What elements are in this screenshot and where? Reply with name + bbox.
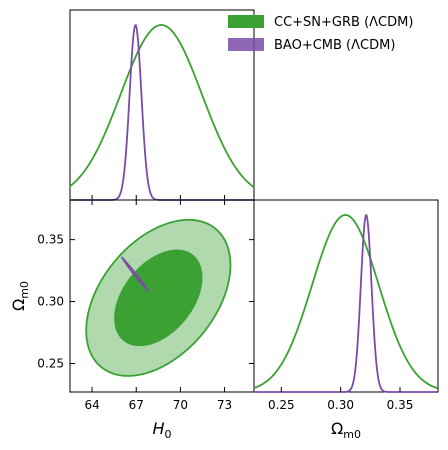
- om-y-tick-labels: 0.25 0.30 0.35: [37, 233, 64, 371]
- om-x-tick-label: 0.35: [387, 398, 414, 412]
- legend-swatch-bao-cmb: [228, 38, 264, 51]
- h0-tick-label: 73: [217, 398, 232, 412]
- om-y-tick-label: 0.30: [37, 295, 64, 309]
- h0-tick-label: 70: [173, 398, 188, 412]
- contour-bao-cmb: [120, 256, 150, 293]
- legend: CC+SN+GRB (ΛCDM) BAO+CMB (ΛCDM): [228, 15, 413, 53]
- panel-om-marginal: [253, 199, 439, 393]
- om-marginal-ticks: [280, 387, 401, 392]
- joint-ticks: [70, 200, 254, 392]
- om-x-tick-label: 0.25: [268, 398, 295, 412]
- legend-label-bao-cmb: BAO+CMB (ΛCDM): [274, 38, 395, 53]
- x-axis-label-h0: H0: [152, 419, 171, 441]
- h0-tick-labels: 64 67 70 73: [84, 398, 232, 412]
- h0-marginal-curve-cc-sn-grb: [69, 24, 255, 189]
- om-marginal-curve-cc-sn-grb: [253, 214, 439, 390]
- h0-marginal-curve-bao-cmb: [70, 24, 254, 201]
- legend-label-cc-sn-grb: CC+SN+GRB (ΛCDM): [274, 15, 413, 30]
- legend-swatch-cc-sn-grb: [228, 15, 264, 28]
- om-x-tick-labels: 0.25 0.30 0.35: [268, 398, 413, 412]
- om-y-tick-label: 0.35: [37, 233, 64, 247]
- om-marginal-curve-bao-cmb: [254, 214, 438, 393]
- h0-tick-label: 64: [84, 398, 99, 412]
- y-axis-label-om: Ωm0: [9, 281, 31, 311]
- panel-h0-frame: [69, 9, 255, 201]
- h0-tick-label: 67: [129, 398, 144, 412]
- x-axis-label-om: Ωm0: [331, 419, 361, 441]
- om-x-tick-label: 0.30: [327, 398, 354, 412]
- panel-joint: [69, 199, 255, 393]
- panel-h0-marginal: [69, 9, 255, 201]
- om-y-tick-label: 0.25: [37, 357, 64, 371]
